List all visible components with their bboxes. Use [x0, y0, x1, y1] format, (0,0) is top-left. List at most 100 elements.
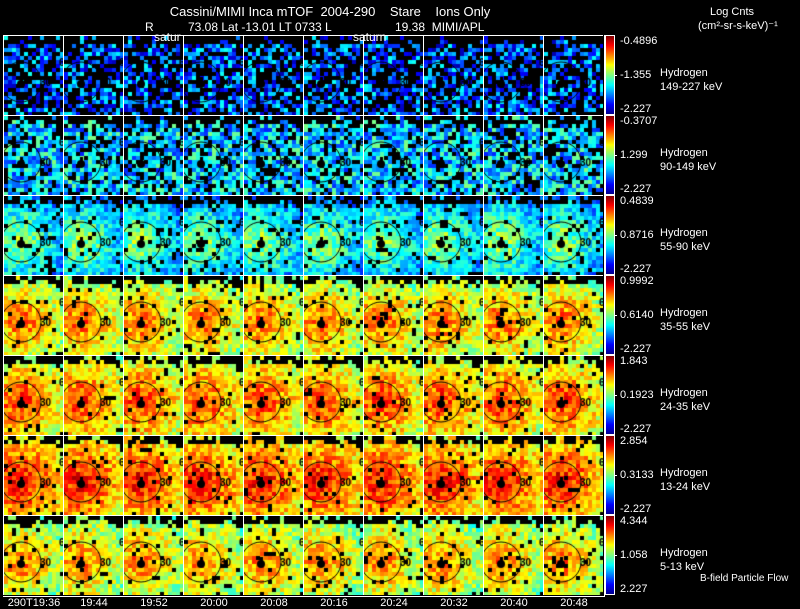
heatmap-image: [484, 356, 543, 435]
heatmap-image: [484, 196, 543, 275]
heatmap-panel: [3, 355, 63, 435]
grid-frame: [3, 35, 605, 597]
heatmap-panel: [123, 515, 183, 595]
heatmap-panel: [243, 515, 303, 595]
heatmap-panel: [543, 115, 603, 195]
heatmap-image: [544, 436, 603, 515]
heatmap-image: [124, 356, 183, 435]
colorbar-mid-label: 0.1923: [620, 389, 654, 401]
saturn-label: saturn: [353, 30, 387, 44]
heatmap-panel: [483, 355, 543, 435]
heatmap-panel: [303, 35, 363, 115]
heatmap-panel: [303, 435, 363, 515]
heatmap-image: [64, 356, 123, 435]
colorbar-min-label: -2.227: [620, 503, 652, 515]
colorbar-mid-label: 1.299: [620, 149, 648, 161]
heatmap-panel: [123, 115, 183, 195]
time-label: 20:32: [440, 597, 468, 609]
heatmap-panel: [303, 355, 363, 435]
heatmap-image: [304, 116, 363, 195]
heatmap-image: [4, 356, 63, 435]
row-label: Hydrogen 13-24 keV: [660, 466, 710, 494]
colorbar-tick: [614, 395, 617, 396]
heatmap-image: [424, 356, 483, 435]
heatmap-image: [64, 516, 123, 595]
heatmap-panel: [183, 115, 243, 195]
colorbar-min-label: -2.227: [620, 263, 652, 275]
heatmap-image: [364, 36, 423, 115]
time-label: 20:24: [380, 597, 408, 609]
heatmap-panel: [363, 435, 423, 515]
colorbar-mid-label: 0.6140: [620, 309, 654, 321]
heatmap-image: [184, 356, 243, 435]
heatmap-image: [124, 436, 183, 515]
row-label: Hydrogen 5-13 keV: [660, 546, 708, 574]
heatmap-image: [64, 196, 123, 275]
heatmap-panel: [183, 35, 243, 115]
species-label: Hydrogen: [660, 307, 708, 319]
heatmap-image: [184, 276, 243, 355]
heatmap-panel: [63, 35, 123, 115]
heatmap-image: [124, 196, 183, 275]
heatmap-panel: [363, 275, 423, 355]
heatmap-panel: [423, 115, 483, 195]
heatmap-image: [184, 116, 243, 195]
colorbar-min-label: -2.227: [620, 183, 652, 195]
heatmap-panel: [183, 435, 243, 515]
energy-label: 13-24 keV: [660, 481, 711, 493]
saturn-label: satur: [154, 30, 181, 44]
heatmap-image: [484, 436, 543, 515]
heatmap-image: [304, 36, 363, 115]
colorbar-max-label: -0.3707: [620, 115, 658, 127]
heatmap-panel: [3, 115, 63, 195]
l-value-readout: 19.38 MIMI/APL: [395, 20, 485, 34]
colorbar-min-label: -2.227: [620, 343, 652, 355]
heatmap-panel: [183, 195, 243, 275]
colorbar-mid-label: -1.355: [620, 69, 652, 81]
time-label: 19:44: [80, 597, 108, 609]
time-label: 20:08: [260, 597, 288, 609]
heatmap-panel: [483, 515, 543, 595]
colorbar-mid-label: 0.8716: [620, 229, 654, 241]
heatmap-panel: [483, 115, 543, 195]
heatmap-panel: [303, 115, 363, 195]
heatmap-image: [64, 36, 123, 115]
heatmap-panel: [123, 35, 183, 115]
row-label: Hydrogen 55-90 keV: [660, 226, 710, 254]
heatmap-image: [364, 516, 423, 595]
units-line1: Log Cnts: [710, 6, 755, 18]
heatmap-image: [4, 276, 63, 355]
plot-title: Cassini/MIMI Inca mTOF 2004-290 Stare Io…: [169, 4, 491, 19]
heatmap-image: [184, 436, 243, 515]
heatmap-image: [4, 36, 63, 115]
heatmap-image: [424, 116, 483, 195]
heatmap-panel: [543, 275, 603, 355]
heatmap-image: [124, 116, 183, 195]
heatmap-panel: [423, 195, 483, 275]
energy-label: 5-13 keV: [660, 561, 705, 573]
heatmap-image: [544, 516, 603, 595]
heatmap-image: [4, 196, 63, 275]
heatmap-panel: [63, 115, 123, 195]
energy-label: 90-149 keV: [660, 161, 717, 173]
species-label: Hydrogen: [660, 67, 708, 79]
heatmap-panel: [63, 275, 123, 355]
heatmap-image: [184, 516, 243, 595]
heatmap-panel: [423, 35, 483, 115]
heatmap-image: [424, 516, 483, 595]
heatmap-image: [244, 436, 303, 515]
time-label: 19:52: [140, 597, 168, 609]
heatmap-image: [4, 116, 63, 195]
heatmap-panel: [303, 515, 363, 595]
heatmap-panel: [543, 515, 603, 595]
colorbar-mid-label: 0.3133: [620, 469, 654, 481]
heatmap-image: [244, 276, 303, 355]
row-label: Hydrogen 90-149 keV: [660, 146, 716, 174]
heatmap-image: [244, 356, 303, 435]
heatmap-panel: [423, 515, 483, 595]
heatmap-panel: [243, 275, 303, 355]
heatmap-image: [4, 436, 63, 515]
heatmap-image: [244, 36, 303, 115]
heatmap-panel: [3, 35, 63, 115]
time-label: 20:16: [320, 597, 348, 609]
